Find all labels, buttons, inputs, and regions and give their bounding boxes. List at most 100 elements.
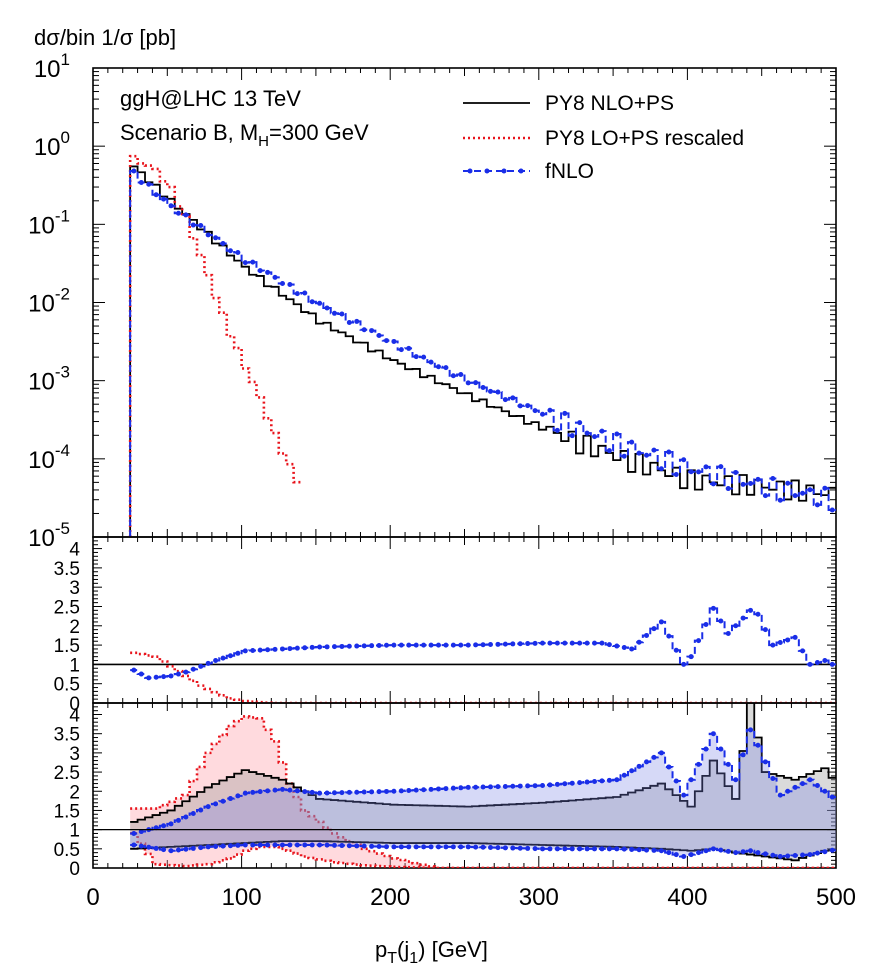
band-fnlo-point (710, 846, 716, 852)
fnlo-point (473, 380, 479, 386)
band-fnlo-point (369, 789, 375, 795)
ratio-fnlo-point (309, 644, 315, 650)
band-fnlo-point (465, 844, 471, 850)
band-fnlo-point (510, 845, 516, 851)
fnlo-point (644, 452, 650, 458)
band-fnlo-point (198, 845, 204, 851)
fnlo-point (465, 380, 471, 386)
bands-y-tick-label: 3 (69, 744, 80, 765)
ratio-fnlo-point (235, 650, 241, 656)
ratio-fnlo-point (540, 640, 546, 646)
band-fnlo-point (131, 830, 137, 836)
band-fnlo-point (822, 849, 828, 855)
band-fnlo-point (822, 788, 828, 794)
fnlo-point (220, 240, 226, 246)
fnlo-point (294, 291, 300, 297)
ratio-plot-area (93, 605, 836, 703)
fnlo-point (540, 411, 546, 417)
fnlo-point (599, 428, 605, 434)
band-fnlo-point (606, 846, 612, 852)
ratio-fnlo-point (279, 646, 285, 652)
band-fnlo-point (435, 786, 441, 792)
fnlo-point (421, 354, 427, 360)
fnlo-point (495, 389, 501, 395)
band-fnlo-point (406, 844, 412, 850)
text-layer: dσ/bin 1/σ [pb] ggH@LHC 13 TeV Scenario … (34, 25, 744, 967)
band-fnlo-point (354, 789, 360, 795)
band-fnlo-point (317, 842, 323, 848)
band-fnlo-point (406, 787, 412, 793)
fnlo-point (673, 471, 679, 477)
ratio-fnlo-point (718, 618, 724, 624)
ratio-fnlo-point (198, 663, 204, 669)
fnlo-point (814, 502, 820, 508)
band-fnlo-point (800, 781, 806, 787)
band-fnlo-point (658, 848, 664, 854)
ratio-fnlo-point (502, 641, 508, 647)
band-fnlo-point (473, 844, 479, 850)
legend-label-fnlo: fNLO (545, 160, 594, 183)
band-fnlo-point (480, 784, 486, 790)
band-fnlo-point (443, 786, 449, 792)
fnlo-point (592, 434, 598, 440)
band-fnlo-point (584, 779, 590, 785)
main-plot-area (128, 154, 836, 537)
fnlo-point (569, 433, 575, 439)
ratio-frame (92, 536, 837, 704)
band-fnlo-point (673, 852, 679, 858)
band-fnlo-point (287, 842, 293, 848)
band-fnlo-point (748, 848, 754, 854)
x-tick-label: 0 (86, 884, 99, 911)
ratio-fnlo-point (599, 640, 605, 646)
fnlo-point (346, 319, 352, 325)
fnlo-point (361, 327, 367, 333)
fnlo-point (302, 290, 308, 296)
band-fnlo-point (703, 848, 709, 854)
band-fnlo-point (777, 792, 783, 798)
ratio-fnlo-point (740, 615, 746, 621)
band-fnlo-point (629, 846, 635, 852)
ratio-fnlo-point (495, 641, 501, 647)
fnlo-point (658, 466, 664, 472)
ratio-fnlo-point (517, 641, 523, 647)
band-fnlo-point (554, 781, 560, 787)
fnlo-point (547, 407, 553, 413)
ratio-fnlo-point (547, 640, 553, 646)
ratio-fnlo-point (733, 623, 739, 629)
ratio-fnlo-point (606, 642, 612, 648)
ratio-y-tick-label: 2 (69, 617, 80, 638)
band-fnlo-point (814, 850, 820, 856)
band-fnlo-point (331, 842, 337, 848)
band-fnlo-point (272, 787, 278, 793)
ratio-fnlo-point (814, 659, 820, 665)
band-fnlo-point (227, 796, 233, 802)
band-fnlo-point (480, 844, 486, 850)
band-fnlo-point (398, 844, 404, 850)
ratio-fnlo-point (651, 626, 657, 632)
band-fnlo-point (383, 788, 389, 794)
band-fnlo-point (257, 789, 263, 795)
ratio-fnlo-point (138, 671, 144, 677)
band-fnlo-point (190, 811, 196, 817)
fnlo-point (532, 408, 538, 414)
band-fnlo-point (740, 752, 746, 758)
band-fnlo-point (703, 746, 709, 752)
fnlo-point (510, 395, 516, 401)
band-fnlo-point (161, 847, 167, 853)
ratio-fnlo-point (398, 642, 404, 648)
fnlo-point (807, 487, 813, 493)
band-fnlo-point (369, 843, 375, 849)
ratio-fnlo-point (658, 619, 664, 625)
band-fnlo-point (681, 792, 687, 798)
ratio-fnlo-point (562, 640, 568, 646)
band-fnlo-point (294, 788, 300, 794)
ratio-fnlo-point (458, 642, 464, 648)
legend-swatch-dot (467, 168, 473, 174)
bands-plot-area (93, 703, 836, 868)
bands-y-tick-label: 0 (69, 859, 80, 880)
band-lower-0 (130, 832, 836, 868)
fnlo-point (383, 338, 389, 344)
ratio-fnlo-point (644, 632, 650, 638)
fnlo-point (398, 347, 404, 353)
fnlo-point (242, 260, 248, 266)
